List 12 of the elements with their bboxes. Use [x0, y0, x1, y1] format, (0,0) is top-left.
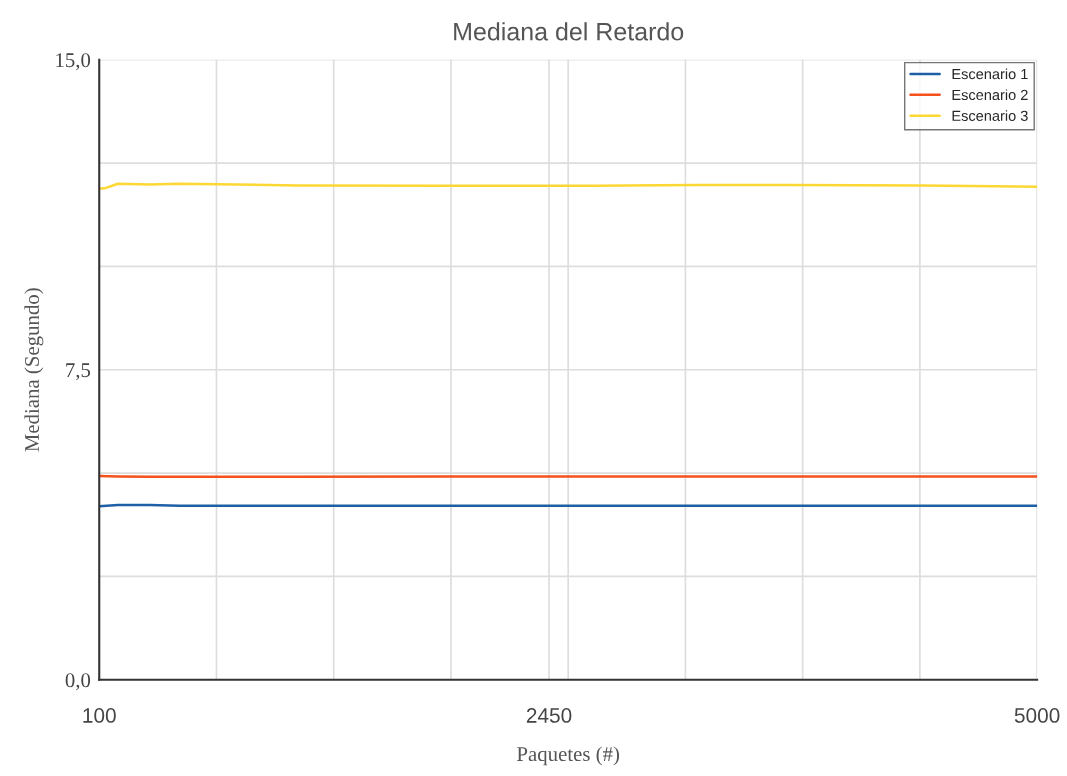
x-tick-label: 5000: [1014, 708, 1060, 723]
y-tick-label: 0,0: [65, 673, 91, 691]
legend-label: Escenario 3: [952, 110, 1028, 121]
y-axis-title: Mediana (Segundo): [24, 288, 44, 452]
chart-title: Mediana del Retardo: [454, 22, 684, 41]
x-tick-label: 100: [83, 708, 116, 723]
legend-label: Escenario 1: [952, 68, 1028, 80]
y-tick-label: 15,0: [56, 53, 91, 71]
legend-label: Escenario 2: [952, 89, 1028, 101]
y-tick-label: 7,5: [66, 363, 91, 381]
x-axis-title: Paquetes (#): [517, 746, 620, 766]
x-tick-label: 2450: [526, 708, 572, 723]
